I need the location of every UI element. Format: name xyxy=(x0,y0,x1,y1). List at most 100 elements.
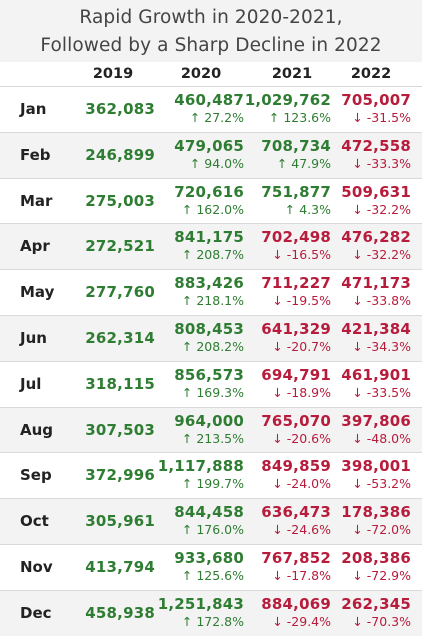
cell-value: 275,003 xyxy=(85,191,155,210)
table-cell-2019[interactable]: 272,521 xyxy=(55,237,155,255)
table-cell-2021[interactable]: 765,070 ↓ -20.6% xyxy=(231,412,331,447)
month-label: Feb xyxy=(20,145,51,164)
change-down-label: ↓ -32.2% xyxy=(352,247,411,263)
cell-value: 398,001 xyxy=(341,457,411,476)
table-cell-2019[interactable]: 318,115 xyxy=(55,375,155,393)
change-down-label: ↓ -18.9% xyxy=(272,384,331,400)
table-cell-2022[interactable]: 178,386 ↓ -72.0% xyxy=(311,503,411,538)
cell-value: 765,070 xyxy=(261,411,331,430)
change-down-label: ↓ -20.7% xyxy=(272,339,331,354)
change-down-label: ↓ -33.8% xyxy=(352,293,411,309)
change-down-label: ↓ -34.3% xyxy=(352,339,411,354)
table-cell-2020[interactable]: 844,458 ↑ 176.0% xyxy=(144,503,244,538)
cell-value: 767,852 xyxy=(261,549,331,567)
table-cell-2022[interactable]: 476,282 ↓ -32.2% xyxy=(311,228,411,263)
table-row: Aug 307,503 964,000 ↑ 213.5% 765,070 ↓ -20.6%… xyxy=(0,406,422,453)
month-label: May xyxy=(20,283,55,302)
table-cell-2021[interactable]: 767,852 ↓ -17.8% xyxy=(231,549,331,584)
cell-value: 458,938 xyxy=(85,603,155,622)
cell-value: 362,083 xyxy=(85,100,155,118)
table-cell-2022[interactable]: 461,901 ↓ -33.5% xyxy=(311,366,411,401)
month-label: Aug xyxy=(20,420,54,439)
table-cell-2022[interactable]: 471,173 ↓ -33.8% xyxy=(311,274,411,309)
table-cell-2020[interactable]: 808,453 ↑ 208.2% xyxy=(144,320,244,355)
cell-value: 702,498 xyxy=(261,228,331,247)
table-cell-2020[interactable]: 964,000 ↑ 213.5% xyxy=(144,412,244,447)
table-cell-2021[interactable]: 636,473 ↓ -24.6% xyxy=(231,503,331,538)
table-cell-2021[interactable]: 711,227 ↓ -19.5% xyxy=(231,274,331,309)
cell-value: 705,007 xyxy=(341,91,411,109)
change-up-label: ↑ 176.0% xyxy=(181,522,244,538)
table-cell-2019[interactable]: 305,961 xyxy=(55,512,155,530)
table-cell-2019[interactable]: 362,083 xyxy=(55,100,155,118)
month-label: Jan xyxy=(20,100,47,118)
table-cell-2021[interactable]: 641,329 ↓ -20.7% xyxy=(231,320,331,355)
table-cell-2022[interactable]: 472,558 ↓ -33.3% xyxy=(311,137,411,172)
change-up-label: ↑ 27.2% xyxy=(189,110,244,125)
change-down-label: ↓ -19.5% xyxy=(272,293,331,309)
table-cell-2019[interactable]: 277,760 xyxy=(55,283,155,301)
table-cell-2021[interactable]: 1,029,762 ↑ 123.6% xyxy=(231,91,331,126)
table-cell-2022[interactable]: 398,001 ↓ -53.2% xyxy=(311,457,411,492)
column-header-2019[interactable]: 2019 xyxy=(92,66,134,82)
column-header-2020[interactable]: 2020 xyxy=(180,66,222,82)
cell-value: 964,000 xyxy=(174,411,244,430)
change-down-label: ↓ -53.2% xyxy=(352,476,411,492)
cell-value: 460,487 xyxy=(174,91,244,109)
table-cell-2022[interactable]: 421,384 ↓ -34.3% xyxy=(311,320,411,355)
table-cell-2022[interactable]: 262,345 ↓ -70.3% xyxy=(311,595,411,630)
table-cell-2020[interactable]: 856,573 ↑ 169.3% xyxy=(144,366,244,401)
table-cell-2021[interactable]: 751,877 ↑ 4.3% xyxy=(231,183,331,218)
table-cell-2021[interactable]: 884,069 ↓ -29.4% xyxy=(231,595,331,630)
cell-value: 883,426 xyxy=(174,274,244,293)
table-cell-2021[interactable]: 708,734 ↑ 47.9% xyxy=(231,137,331,172)
table-cell-2019[interactable]: 413,794 xyxy=(55,558,155,576)
table-cell-2021[interactable]: 702,498 ↓ -16.5% xyxy=(231,228,331,263)
cell-value: 641,329 xyxy=(261,320,331,338)
change-up-label: ↑ 125.6% xyxy=(181,568,244,583)
table-cell-2021[interactable]: 849,859 ↓ -24.0% xyxy=(231,457,331,492)
cell-value: 1,117,888 xyxy=(157,457,244,476)
cell-value: 397,806 xyxy=(341,411,411,430)
table-cell-2020[interactable]: 883,426 ↑ 218.1% xyxy=(144,274,244,309)
table-row: Jul 318,115 856,573 ↑ 169.3% 694,791 ↓ -18.9%… xyxy=(0,360,422,407)
cell-value: 208,386 xyxy=(341,549,411,567)
month-label: Mar xyxy=(20,191,53,210)
table-cell-2020[interactable]: 1,117,888 ↑ 199.7% xyxy=(144,457,244,492)
cell-value: 318,115 xyxy=(85,374,155,393)
table-cell-2019[interactable]: 275,003 xyxy=(55,192,155,210)
table-row: Jun 262,314 808,453 ↑ 208.2% 641,329 ↓ -20.7%… xyxy=(0,315,422,361)
table-cell-2022[interactable]: 705,007 ↓ -31.5% xyxy=(311,91,411,126)
change-down-label: ↓ -16.5% xyxy=(272,247,331,263)
column-header-2022[interactable]: 2022 xyxy=(350,66,392,82)
change-up-label: ↑ 218.1% xyxy=(181,293,244,309)
month-label: Oct xyxy=(20,512,49,531)
table-cell-2022[interactable]: 397,806 ↓ -48.0% xyxy=(311,412,411,447)
table-cell-2020[interactable]: 933,680 ↑ 125.6% xyxy=(144,549,244,584)
table-cell-2019[interactable]: 458,938 xyxy=(55,604,155,622)
cell-value: 708,734 xyxy=(261,136,331,155)
cell-value: 509,631 xyxy=(341,182,411,201)
table-cell-2020[interactable]: 460,487 ↑ 27.2% xyxy=(144,91,244,126)
chart-title: Rapid Growth in 2020-2021, Followed by a… xyxy=(0,0,422,62)
table-cell-2020[interactable]: 720,616 ↑ 162.0% xyxy=(144,183,244,218)
table-cell-2019[interactable]: 246,899 xyxy=(55,146,155,164)
table-cell-2022[interactable]: 208,386 ↓ -72.9% xyxy=(311,549,411,584)
table-row: Mar 275,003 720,616 ↑ 162.0% 751,877 ↑ 4.3% 50… xyxy=(0,177,422,224)
cell-value: 1,251,843 xyxy=(157,594,244,613)
cell-value: 884,069 xyxy=(261,594,331,613)
table-cell-2019[interactable]: 307,503 xyxy=(55,421,155,439)
table-cell-2020[interactable]: 841,175 ↑ 208.7% xyxy=(144,228,244,263)
table-cell-2020[interactable]: 479,065 ↑ 94.0% xyxy=(144,137,244,172)
change-down-label: ↓ -20.6% xyxy=(272,430,331,446)
table-cell-2019[interactable]: 262,314 xyxy=(55,329,155,347)
cell-value: 307,503 xyxy=(85,420,155,439)
change-down-label: ↓ -17.8% xyxy=(272,568,331,583)
column-header-2021[interactable]: 2021 xyxy=(271,66,313,82)
table-cell-2020[interactable]: 1,251,843 ↑ 172.8% xyxy=(144,595,244,630)
cell-value: 841,175 xyxy=(174,228,244,247)
table-cell-2021[interactable]: 694,791 ↓ -18.9% xyxy=(231,366,331,401)
cell-value: 751,877 xyxy=(261,182,331,201)
table-cell-2019[interactable]: 372,996 xyxy=(55,466,155,484)
table-cell-2022[interactable]: 509,631 ↓ -32.2% xyxy=(311,183,411,218)
